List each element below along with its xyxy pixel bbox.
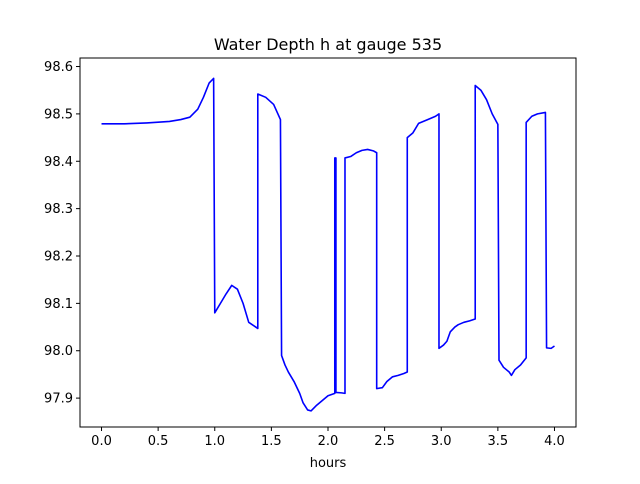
y-tick-label: 98.4: [44, 155, 73, 170]
x-tick-label: 0.0: [91, 434, 112, 449]
series-layer: [101, 77, 555, 412]
x-tick-label: 3.5: [488, 434, 509, 449]
x-tick-label: 3.0: [431, 434, 452, 449]
x-axis-title: hours: [310, 456, 347, 471]
y-tick-label: 98.2: [44, 250, 73, 265]
x-tick-label: 4.0: [544, 434, 565, 449]
x-tick-label: 1.0: [204, 434, 225, 449]
series-line-0: [101, 77, 555, 412]
y-tick-label: 98.3: [44, 202, 73, 217]
x-tick-label: 2.0: [318, 434, 339, 449]
y-tick-label: 98.5: [44, 107, 73, 122]
x-tick-label: 1.5: [261, 434, 282, 449]
chart-title: Water Depth h at gauge 535: [214, 35, 442, 54]
y-tick-label: 98.1: [44, 297, 73, 312]
x-tick-label: 0.5: [148, 434, 169, 449]
y-axis-ticks: 97.9 98.0 98.1 98.2 98.3 98.4 98.5 98.6: [44, 60, 80, 407]
y-tick-label: 98.6: [44, 60, 73, 75]
y-tick-label: 98.0: [44, 344, 73, 359]
x-tick-label: 2.5: [374, 434, 395, 449]
y-tick-label: 97.9: [44, 392, 73, 407]
x-axis-ticks: 0.0 0.5 1.0 1.5 2.0 2.5 3.0 3.5 4.0: [91, 427, 565, 449]
